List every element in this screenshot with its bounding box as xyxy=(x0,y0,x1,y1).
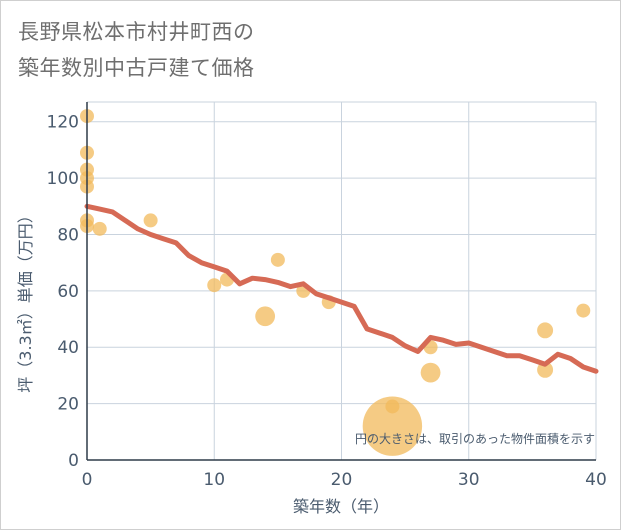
tick-labels: 0 20 40 60 80 100 120 0 10 20 30 40 xyxy=(47,113,607,490)
x-tick-label: 40 xyxy=(585,470,607,490)
y-tick-label: 40 xyxy=(57,338,79,358)
y-tick-label: 100 xyxy=(47,169,79,189)
scatter-point xyxy=(270,252,285,267)
axes xyxy=(86,102,596,461)
scatter-point xyxy=(576,303,591,318)
x-axis-label: 築年数（年） xyxy=(293,497,389,516)
y-axis-label: 坪（3.3㎡）単価（万円） xyxy=(16,207,35,392)
size-annotation: 円の大きさは、取引のあった物件面積を示す xyxy=(355,431,595,446)
x-tick-label: 0 xyxy=(82,470,93,490)
scatter-point xyxy=(92,221,107,236)
scatter-point xyxy=(420,362,441,383)
y-tick-label: 120 xyxy=(47,113,79,133)
scatter-point xyxy=(362,396,423,456)
scatter-point xyxy=(143,213,158,228)
title-line-2: 築年数別中古戸建て価格 xyxy=(18,56,255,80)
scatter-point xyxy=(537,322,554,339)
y-tick-label: 80 xyxy=(57,225,79,245)
x-tick-label: 10 xyxy=(203,470,225,490)
y-tick-label: 0 xyxy=(68,451,79,471)
title-line-1: 長野県松本市村井町西の xyxy=(18,20,255,44)
y-tick-label: 20 xyxy=(57,395,79,415)
trend-layer xyxy=(84,203,599,374)
scatter-point xyxy=(537,361,554,378)
x-tick-label: 30 xyxy=(458,470,480,490)
x-tick-label: 20 xyxy=(331,470,353,490)
scatter-point xyxy=(207,278,222,293)
trend-line xyxy=(84,203,599,374)
y-tick-label: 60 xyxy=(57,282,79,302)
scatter-point xyxy=(255,306,276,327)
chart-title: 長野県松本市村井町西の 築年数別中古戸建て価格 xyxy=(18,14,255,86)
